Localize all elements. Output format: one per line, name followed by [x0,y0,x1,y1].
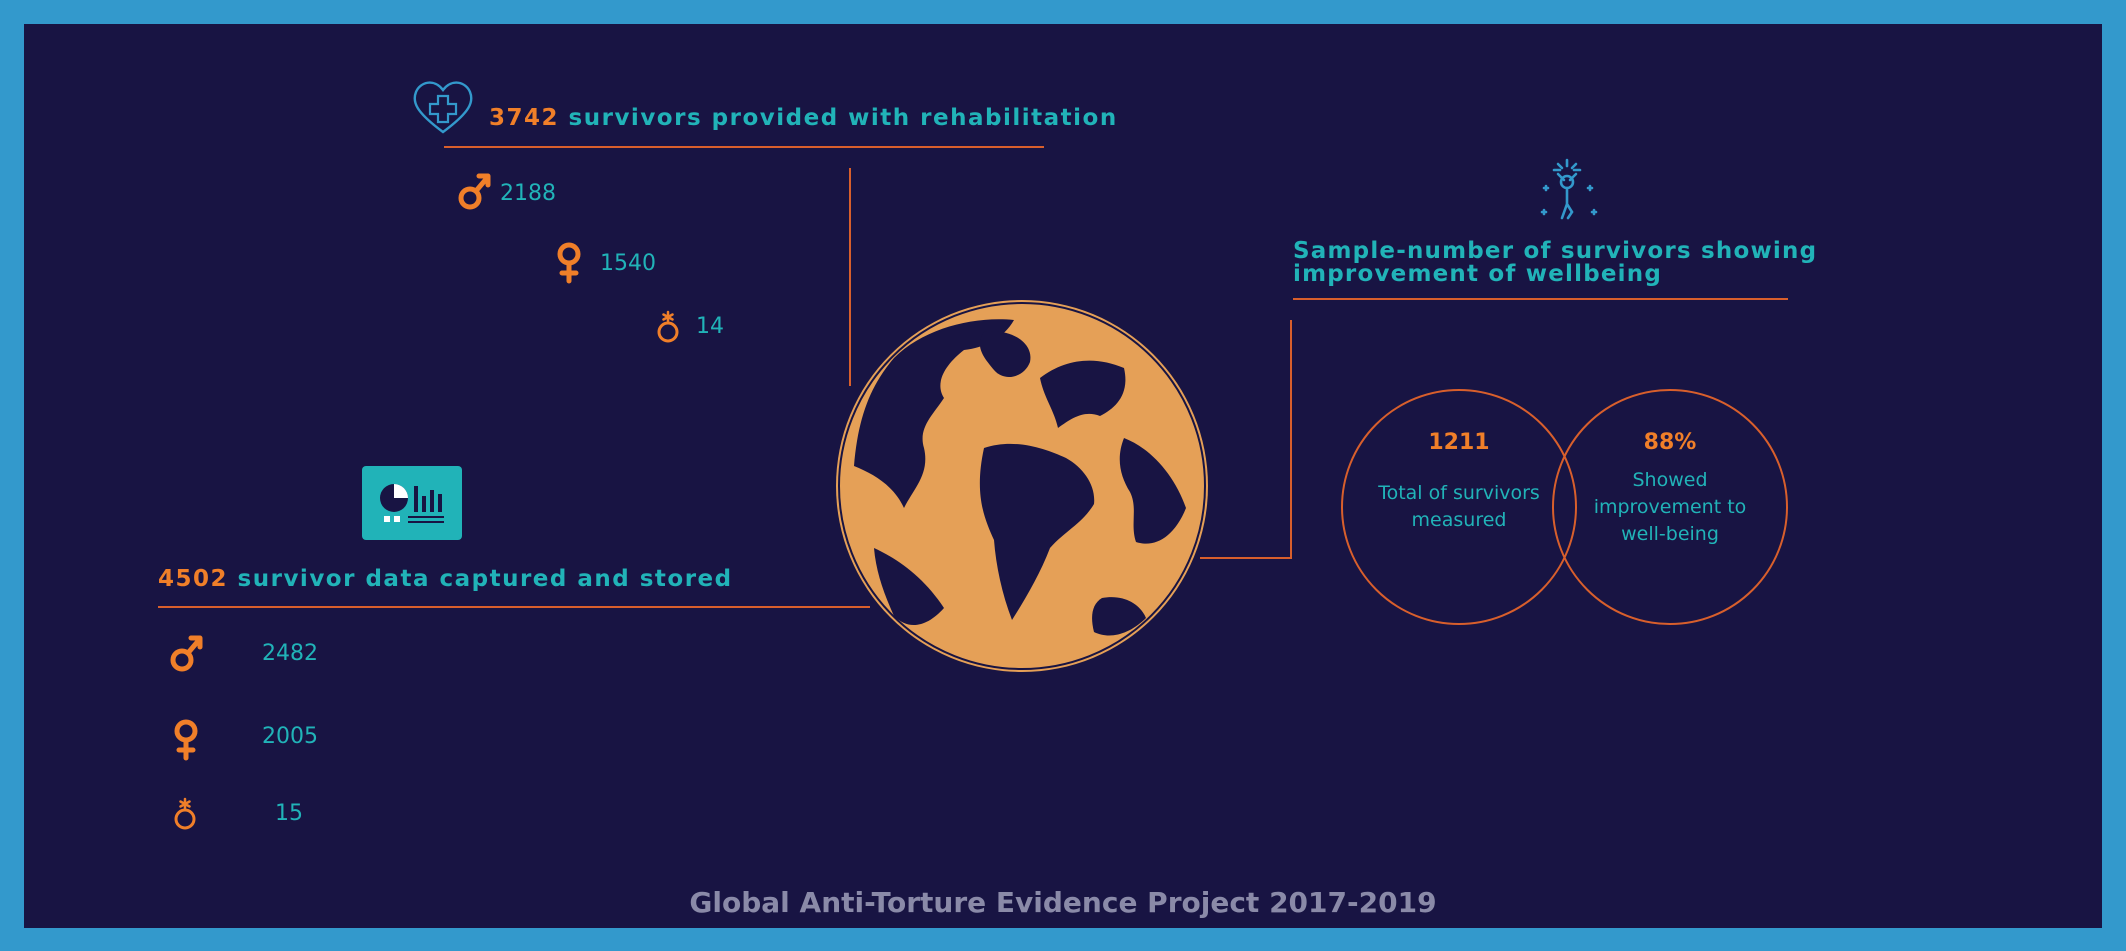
wellbeing-underline [1293,298,1788,300]
captured-other-count: 15 [275,801,303,826]
female-icon [174,719,198,761]
wellbeing-title-line2: improvement of wellbeing [1293,261,1663,287]
rehab-heading: 3742 survivors provided with rehabilitat… [489,105,1118,131]
wellbeing-person-icon [1540,158,1598,220]
total-measured-value: 1211 [1428,430,1490,455]
rehab-connector [849,168,851,386]
globe-icon [836,300,1208,672]
rehab-count: 3742 [489,105,560,131]
improved-label-line3: well-being [1621,523,1719,545]
rehab-underline [444,146,1044,148]
rehab-male-count: 2188 [500,181,556,206]
improved-label: Showed improvement to well-being [1580,467,1760,548]
total-measured-label-line2: measured [1411,509,1507,531]
globe-connector-v [1290,320,1292,559]
heart-plus-icon [413,81,473,134]
rehab-other-count: 14 [696,314,724,339]
male-icon [170,635,203,672]
improved-label-line2: improvement to [1593,496,1747,518]
intersex-icon [174,797,196,830]
improved-label-line1: Showed [1632,469,1708,491]
captured-count: 4502 [158,566,229,592]
footer-title: Global Anti-Torture Evidence Project 201… [689,886,1437,919]
captured-male-count: 2482 [262,641,318,666]
dashboard-icon [362,466,462,540]
female-icon [557,242,581,284]
wellbeing-title-line1: Sample-number of survivors showing [1293,238,1818,264]
rehab-female-count: 1540 [600,251,656,276]
infographic-panel: 3742 survivors provided with rehabilitat… [24,24,2102,928]
total-measured-label: Total of survivors measured [1369,480,1549,534]
captured-label: survivor data captured and stored [237,566,733,592]
captured-underline [158,606,870,608]
wellbeing-title: Sample-number of survivors showing impro… [1293,240,1817,286]
intersex-icon [657,310,679,343]
globe-connector-h [1200,557,1290,559]
rehab-label: survivors provided with rehabilitation [568,105,1118,131]
male-icon [458,173,491,210]
captured-heading: 4502 survivor data captured and stored [158,566,733,592]
total-measured-label-line1: Total of survivors [1378,482,1540,504]
captured-female-count: 2005 [262,724,318,749]
improved-circle [1552,389,1788,625]
improved-value: 88% [1643,430,1697,455]
